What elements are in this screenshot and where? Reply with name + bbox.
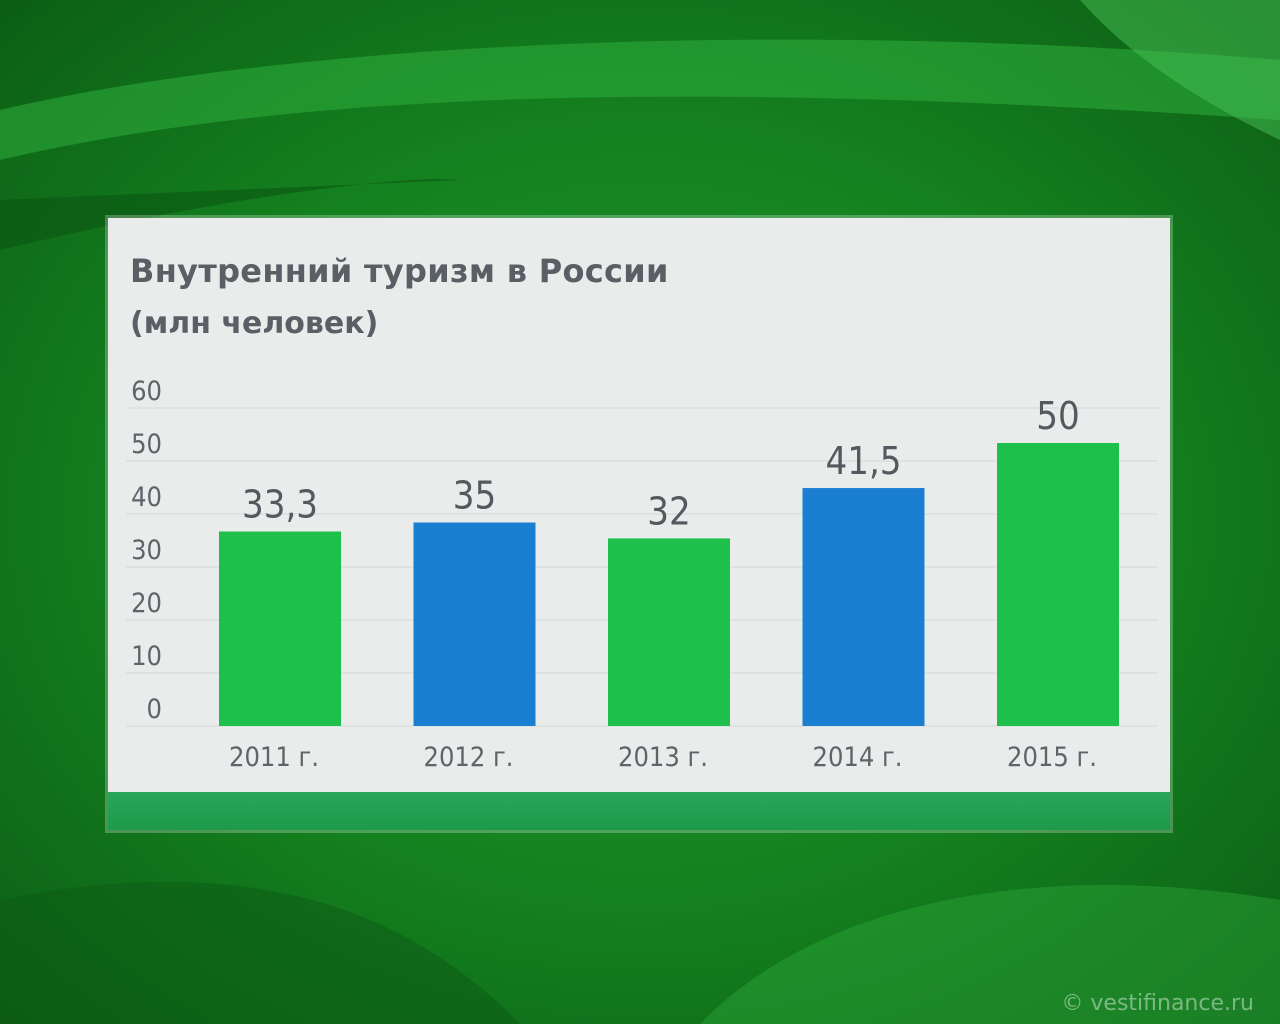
bar-value-label: 50 bbox=[1036, 394, 1080, 438]
y-tick-label: 50 bbox=[131, 429, 162, 460]
y-tick-label: 10 bbox=[131, 641, 162, 672]
bar-chart: 0 10 20 30 40 50 60 33,3 2011 г. 35 2012 г. 32 2013 … bbox=[126, 376, 1158, 773]
y-tick-label: 40 bbox=[131, 482, 162, 513]
bar-value-label: 41,5 bbox=[825, 439, 901, 483]
bar bbox=[802, 488, 925, 726]
bar bbox=[413, 522, 536, 726]
watermark: © vestifinance.ru bbox=[1061, 991, 1254, 1016]
bar-value-label: 33,3 bbox=[242, 483, 318, 527]
x-tick-label: 2011 г. bbox=[229, 742, 319, 773]
y-tick-label: 60 bbox=[131, 376, 162, 407]
x-tick-label: 2012 г. bbox=[424, 742, 514, 773]
chart-subtitle: (млн человек) bbox=[130, 306, 379, 341]
x-tick-label: 2013 г. bbox=[618, 742, 708, 773]
y-tick-label: 0 bbox=[147, 694, 162, 725]
x-tick-label: 2014 г. bbox=[813, 742, 903, 773]
y-tick-label: 20 bbox=[131, 588, 162, 619]
x-tick-label: 2015 г. bbox=[1007, 742, 1097, 773]
panel-footer-band bbox=[108, 792, 1170, 830]
chart-panel: Внутренний туризм в России (млн человек)… bbox=[108, 218, 1170, 830]
y-tick-label: 30 bbox=[131, 535, 162, 566]
bar bbox=[997, 443, 1119, 726]
bar-value-label: 32 bbox=[647, 489, 691, 533]
chart-title: Внутренний туризм в России bbox=[130, 252, 669, 290]
bar bbox=[219, 531, 341, 726]
bar bbox=[608, 538, 730, 726]
bar-value-label: 35 bbox=[453, 474, 497, 518]
